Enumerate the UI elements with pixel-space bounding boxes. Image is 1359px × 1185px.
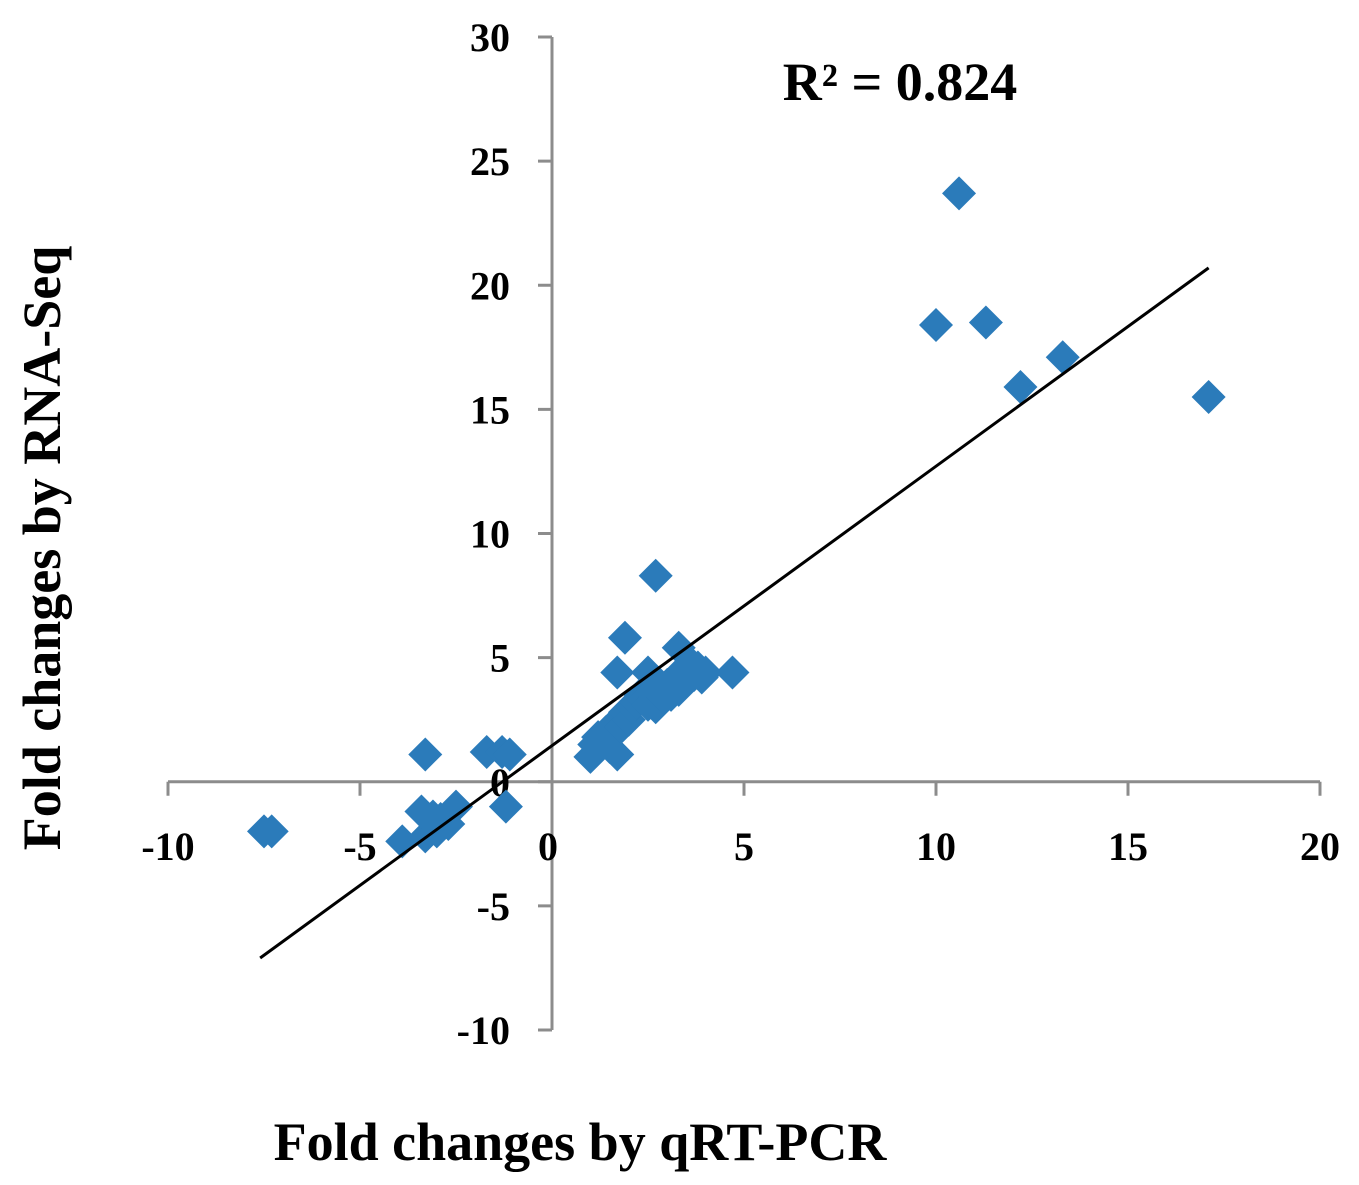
- data-point: [1045, 340, 1080, 375]
- y-tick-label: 15: [470, 387, 510, 432]
- y-tick-label: -10: [457, 1008, 510, 1053]
- x-tick-label: 5: [734, 824, 754, 869]
- data-point: [607, 620, 642, 655]
- axes: [168, 37, 1320, 1030]
- ticks: [166, 35, 1322, 1032]
- data-point: [439, 789, 473, 824]
- data-point: [600, 655, 635, 690]
- data-point: [942, 176, 977, 211]
- data-point: [715, 655, 750, 690]
- r-squared-annotation: R² = 0.824: [783, 52, 1017, 112]
- data-point: [638, 558, 673, 593]
- y-tick-label: 25: [470, 139, 510, 184]
- y-tick-label: 10: [470, 512, 510, 557]
- trendline: [259, 266, 1210, 960]
- y-tick-label: 5: [490, 636, 510, 681]
- y-tick-label: -5: [477, 884, 510, 929]
- y-tick-label: 20: [470, 263, 510, 308]
- x-tick-label: -5: [343, 824, 376, 869]
- data-point: [919, 307, 953, 342]
- data-points: [247, 176, 1226, 859]
- y-tick-label: 30: [470, 15, 510, 60]
- data-point: [968, 305, 1003, 340]
- data-point: [492, 737, 527, 772]
- data-point: [488, 789, 523, 824]
- data-point: [600, 737, 635, 772]
- data-point: [254, 814, 289, 849]
- data-point: [408, 737, 443, 772]
- x-tick-label: 0: [538, 824, 558, 869]
- x-tick-label: 15: [1108, 824, 1148, 869]
- x-tick-label: 10: [916, 824, 956, 869]
- trendline-segment: [259, 266, 1210, 960]
- y-axis-title: Fold changes by RNA-Seq: [12, 246, 72, 851]
- data-point: [404, 794, 439, 829]
- x-axis-title: Fold changes by qRT-PCR: [274, 1112, 888, 1172]
- x-tick-label: 20: [1300, 824, 1340, 869]
- data-point: [1003, 370, 1038, 405]
- data-point: [661, 630, 696, 665]
- data-point: [1191, 379, 1226, 414]
- x-tick-label: -10: [141, 824, 194, 869]
- data-point: [688, 655, 723, 690]
